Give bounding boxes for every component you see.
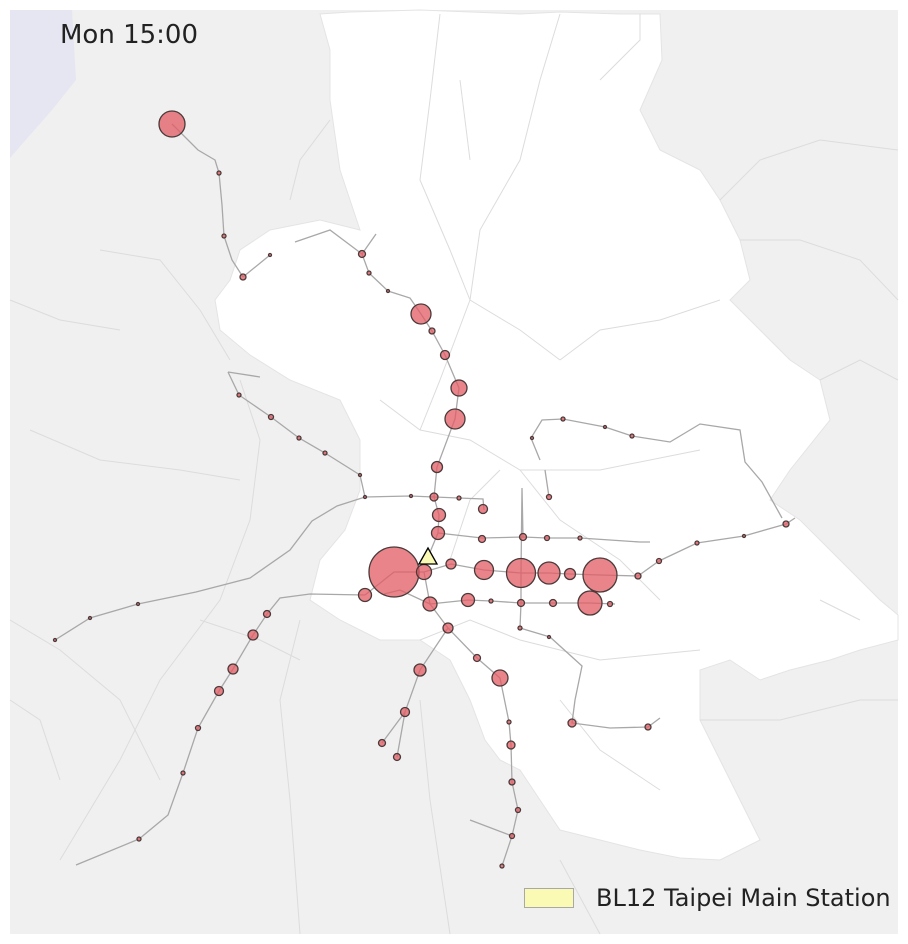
station [267,413,275,421]
station [602,424,608,430]
station [694,540,700,546]
station [488,598,494,604]
station [473,559,495,581]
sea-area [10,10,76,158]
station [385,288,391,294]
station [439,349,451,361]
station [514,806,522,814]
district-borders [9,13,899,935]
station [216,170,222,176]
stations [52,110,790,869]
station [567,718,577,728]
station [227,663,239,675]
station [408,493,414,499]
station [644,723,652,731]
station [545,493,553,501]
station [634,572,642,580]
station [460,592,476,608]
station [560,416,566,422]
station [431,507,447,523]
station [399,706,411,718]
station [413,663,427,677]
station [357,587,373,603]
station [508,832,516,840]
station [377,738,387,748]
station [491,669,509,687]
station [247,629,259,641]
station [422,596,438,612]
station [529,435,535,441]
station [741,533,747,539]
station [158,110,186,138]
station [782,520,790,528]
station [548,598,558,608]
station [366,270,372,276]
station [518,532,528,542]
station [430,460,444,474]
station [543,534,551,542]
station [267,252,273,258]
station [606,600,614,608]
station [410,303,432,325]
station [506,740,516,750]
station [499,863,505,869]
station [442,622,454,634]
station [415,563,433,581]
station [563,567,577,581]
station [428,327,436,335]
station [368,546,420,598]
station [357,472,363,478]
legend: BL12 Taipei Main Station [524,884,891,912]
station [577,535,583,541]
station [87,615,93,621]
station [505,557,537,589]
station [508,778,516,786]
station [537,561,561,585]
station [136,836,142,842]
station [392,752,402,762]
station [135,601,141,607]
station [445,558,457,570]
station [472,653,482,663]
station [546,634,552,640]
station [517,625,523,631]
time-label: Mon 15:00 [60,20,199,50]
station [444,408,466,430]
station [236,392,242,398]
station [430,525,446,541]
station [357,249,367,259]
station [213,685,225,697]
station [450,379,468,397]
station [296,435,302,441]
reference-station-marker [417,546,439,565]
station [194,724,202,732]
station [582,557,618,593]
station [221,233,227,239]
station [180,770,186,776]
metro-region [214,9,899,861]
legend-label: BL12 Taipei Main Station [596,884,891,912]
station [456,495,462,501]
station [506,719,512,725]
station [322,450,328,456]
station [477,534,487,544]
station [629,433,635,439]
station [362,494,368,500]
legend-swatch [524,888,574,908]
station [239,273,247,281]
station [516,598,526,608]
station [429,492,439,502]
station [52,637,58,643]
station [262,609,272,619]
station [577,590,603,616]
station [655,557,663,565]
station [477,503,489,515]
